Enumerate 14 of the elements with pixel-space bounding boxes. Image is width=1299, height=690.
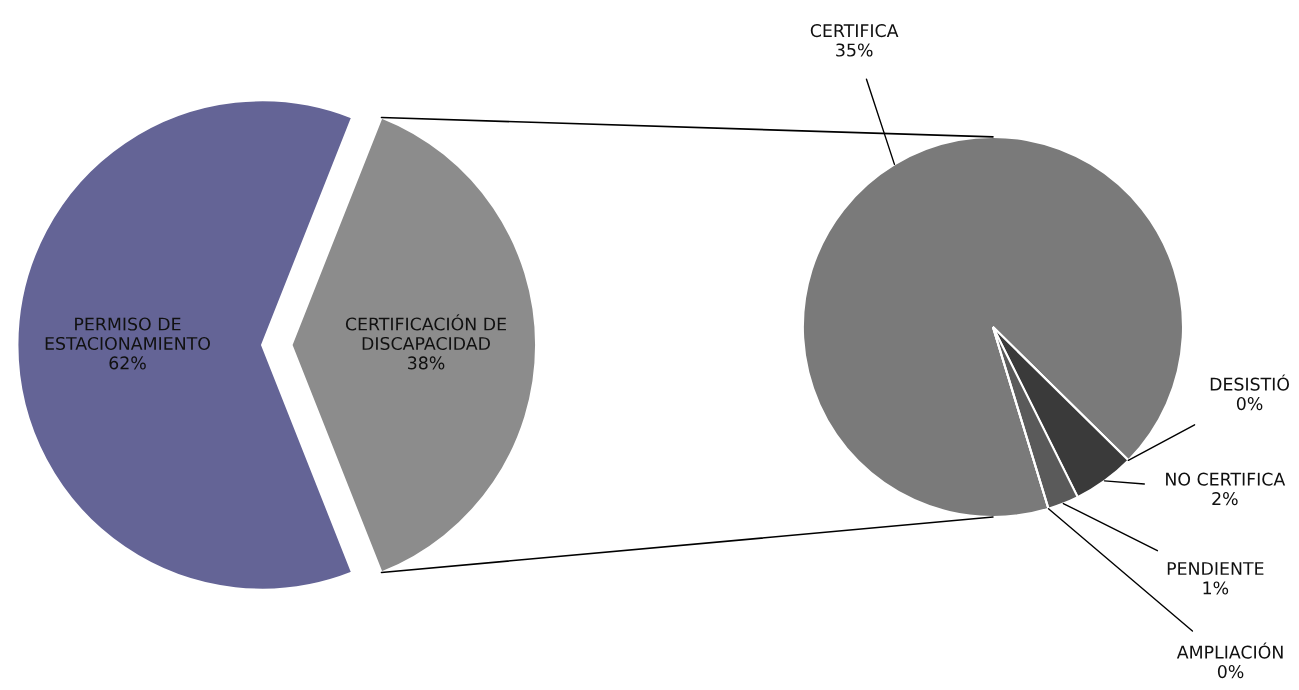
slice-label: CERTIFICA: [810, 24, 899, 38]
slice-label: PENDIENTE: [1167, 562, 1264, 575]
slice-label: PERMISO DE ESTACIONAMIENTO: [45, 317, 210, 351]
slice-label: NO CERTIFICA: [1166, 472, 1286, 486]
category-label: AMPLIACIÓN: [1176, 642, 1283, 659]
text: 0%: [1217, 665, 1244, 679]
data-label: 62%: [109, 356, 146, 370]
data-label: 35%: [836, 43, 873, 57]
data-label: 2%: [1212, 492, 1238, 506]
data-label: 1%: [1203, 581, 1229, 595]
slice-label: CERTIFICACIÓN DE DISCAPACIDAD: [345, 314, 506, 351]
data-label: 38%: [408, 356, 445, 370]
text: 0%: [1236, 397, 1263, 411]
category-label: DESISTIÓ: [1210, 374, 1290, 391]
